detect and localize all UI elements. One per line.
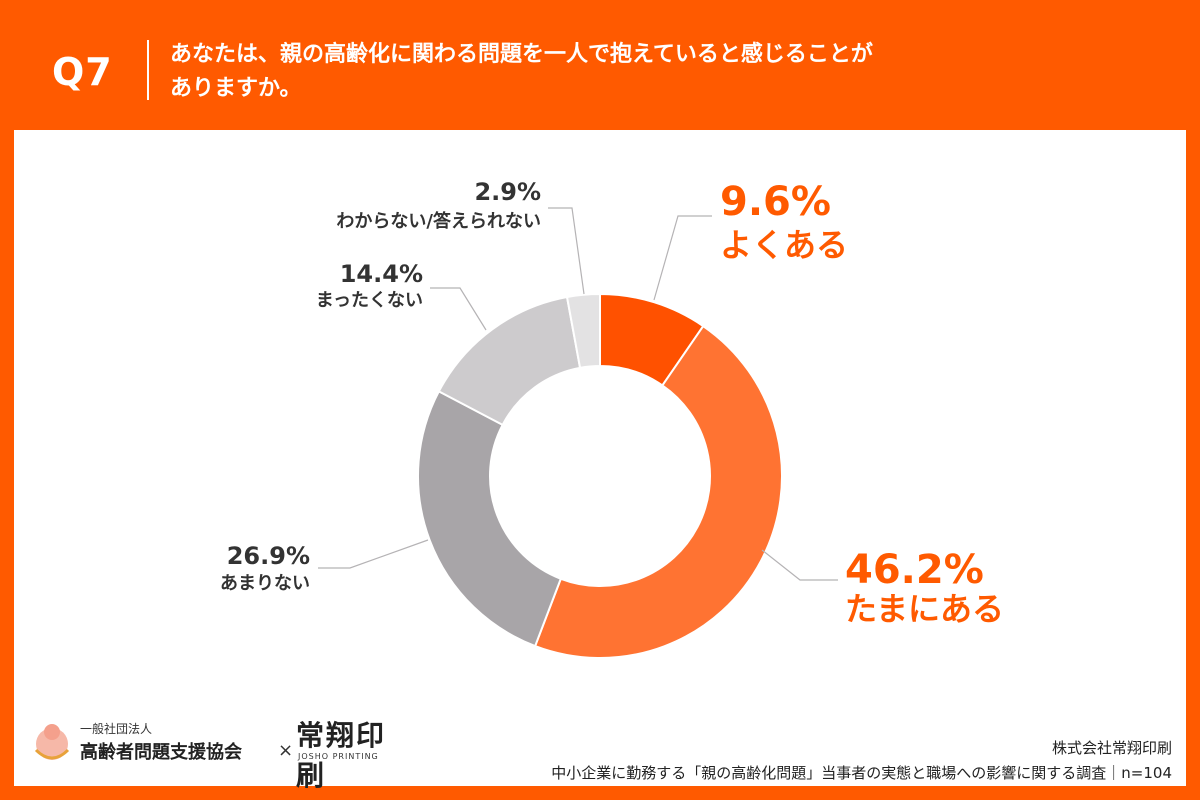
question-line-1: あなたは、親の高齢化に関わる問題を一人で抱えていると感じることが — [170, 42, 873, 67]
footer-logos: 一般社団法人 高齢者問題支援協会 × 常翔印刷 JOSHO PRINTING — [20, 712, 400, 792]
category-label-never: まったくない — [316, 290, 423, 311]
leader-line-unknown — [548, 207, 585, 295]
leader-line-sometimes — [761, 549, 838, 581]
question-header: Q7 あなたは、親の高齢化に関わる問題を一人で抱えていると感じることが あります… — [0, 0, 1200, 130]
partner-logo-text: 常翔印刷 — [296, 719, 387, 792]
footer-credits: 株式会社常翔印刷 中小企業に勤務する「親の高齢化問題」当事者の実態と職場への影響… — [551, 738, 1172, 784]
percent-label-rarely: 26.9% — [227, 542, 310, 570]
slice-rarely — [417, 389, 563, 648]
leader-line-often — [653, 215, 712, 301]
org-name: 高齢者問題支援協会 — [80, 742, 242, 763]
question-number: Q7 — [52, 50, 113, 94]
question-text: あなたは、親の高齢化に関わる問題を一人で抱えていると感じることが ありますか。 — [170, 38, 1070, 106]
percent-label-never: 14.4% — [340, 260, 423, 288]
category-label-rarely: あまりない — [220, 573, 310, 594]
survey-note: 中小企業に勤務する「親の高齢化問題」当事者の実態と職場への影響に関する調査｜n=… — [551, 764, 1172, 782]
company-name: 株式会社常翔印刷 — [1051, 739, 1172, 757]
leader-line-never — [430, 287, 487, 331]
org-prefix: 一般社団法人 — [80, 722, 153, 736]
category-label-unknown: わからない/答えられない — [336, 210, 541, 232]
slice-sometimes — [533, 324, 783, 659]
percent-label-often: 9.6% — [720, 179, 831, 225]
header-divider — [147, 40, 149, 100]
slice-unknown — [565, 292, 601, 369]
leader-line-rarely — [318, 539, 429, 569]
percent-label-unknown: 2.9% — [474, 178, 541, 206]
category-label-sometimes: たまにある — [845, 590, 1004, 628]
question-line-2: ありますか。 — [170, 76, 302, 101]
times-symbol: × — [278, 740, 294, 761]
mascot-logo-icon — [34, 724, 70, 760]
percent-label-sometimes: 46.2% — [845, 547, 984, 593]
category-label-often: よくある — [720, 226, 848, 264]
partner-logo-subtext: JOSHO PRINTING — [298, 752, 379, 761]
partner-logo: 常翔印刷 JOSHO PRINTING — [296, 714, 400, 792]
chart-panel — [14, 130, 1186, 786]
